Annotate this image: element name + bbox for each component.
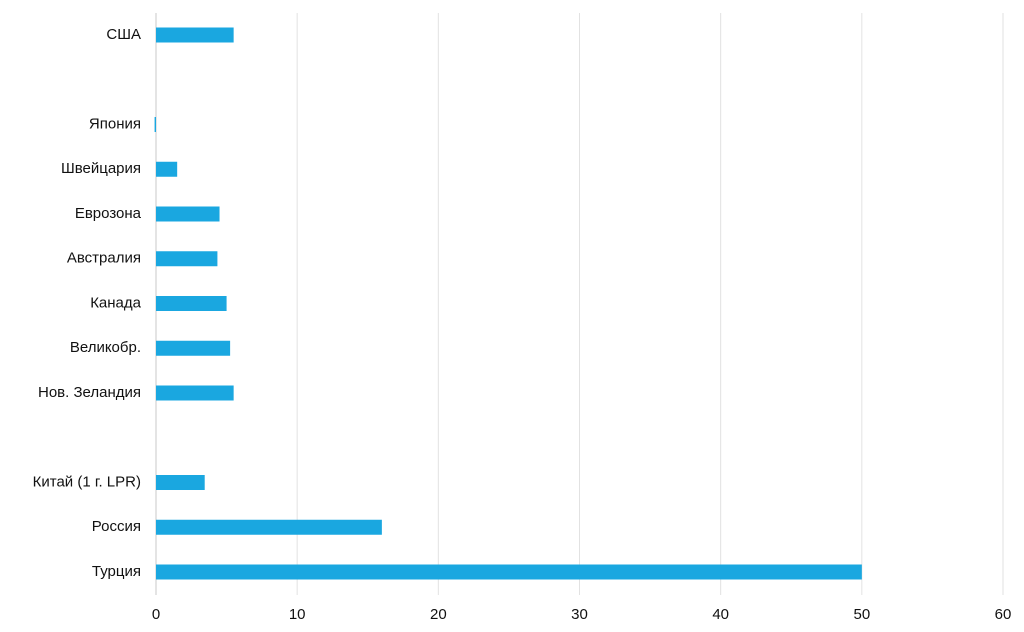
x-tick-label: 40 <box>712 606 729 623</box>
y-tick-label: Турция <box>92 563 141 580</box>
y-tick-label: Канада <box>90 294 141 311</box>
y-tick-label: Россия <box>92 518 141 535</box>
y-tick-label: Нов. Зеландия <box>38 384 141 401</box>
bar <box>154 117 156 132</box>
y-tick-label: Еврозона <box>75 205 142 222</box>
x-tick-label: 50 <box>853 606 870 623</box>
x-tick-label: 20 <box>430 606 447 623</box>
bar <box>156 385 234 401</box>
bar <box>156 475 205 490</box>
bar <box>156 296 227 311</box>
x-tick-label: 60 <box>995 606 1012 623</box>
y-tick-label: Австралия <box>67 250 141 267</box>
x-tick-label: 0 <box>152 606 160 623</box>
y-tick-label: США <box>106 26 141 43</box>
y-tick-label: Великобр. <box>70 339 141 356</box>
x-tick-label: 30 <box>571 606 588 623</box>
bar <box>156 340 231 356</box>
bar <box>156 161 178 177</box>
bar <box>156 251 218 267</box>
bar <box>156 206 220 222</box>
bar <box>156 27 234 43</box>
bar <box>156 519 382 535</box>
x-tick-label: 10 <box>289 606 306 623</box>
y-tick-label: Швейцария <box>61 160 141 177</box>
bar <box>156 564 862 580</box>
y-tick-label: Китай (1 г. LPR) <box>33 473 141 490</box>
y-tick-label: Япония <box>89 115 141 132</box>
